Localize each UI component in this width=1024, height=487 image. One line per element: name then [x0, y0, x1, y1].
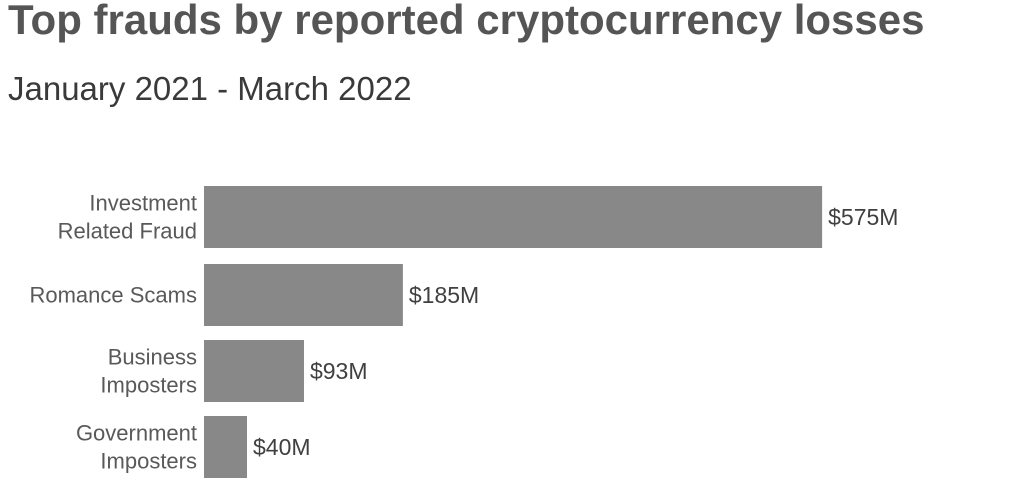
bar-romance-scams — [204, 264, 403, 326]
chart-title: Top frauds by reported cryptocurrency lo… — [8, 0, 925, 43]
category-label-government-imposters-line-1: Government — [76, 421, 197, 446]
category-label-government-imposters-line-2: Imposters — [100, 449, 197, 474]
category-label-romance-scams: Romance Scams — [29, 283, 197, 308]
category-label-investment-related-fraud-line-1: Investment — [89, 191, 197, 216]
bar-investment-related-fraud — [204, 186, 823, 248]
value-label-business-imposters: $93M — [310, 358, 368, 384]
value-label-government-imposters: $40M — [253, 434, 311, 460]
bar-government-imposters — [204, 416, 247, 478]
value-label-romance-scams: $185M — [409, 282, 479, 308]
category-label-business-imposters-line-1: Business — [108, 345, 197, 370]
category-label-investment-related-fraud-line-2: Related Fraud — [58, 219, 197, 244]
category-label-business-imposters-line-2: Imposters — [100, 373, 197, 398]
bar-business-imposters — [204, 340, 304, 402]
value-label-investment-related-fraud: $575M — [828, 204, 898, 230]
chart-subtitle: January 2021 - March 2022 — [8, 70, 412, 107]
